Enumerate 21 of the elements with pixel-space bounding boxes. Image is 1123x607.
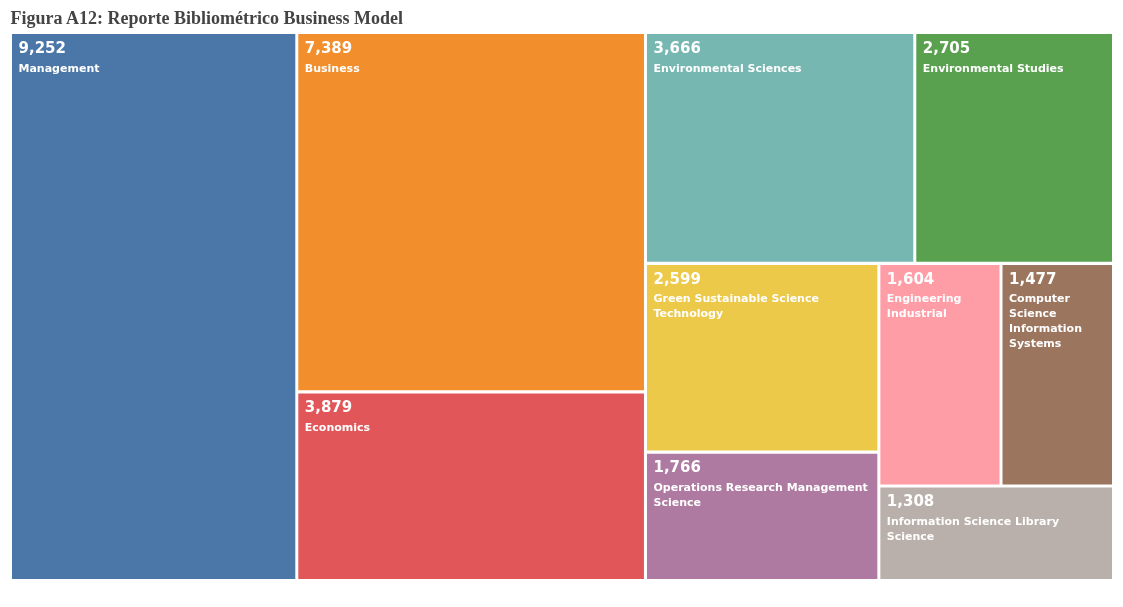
category-label: Business xyxy=(304,61,361,75)
data-label: 3,666 xyxy=(653,38,701,57)
data-label: 2,599 xyxy=(653,269,701,288)
category-label: Operations Research Management Science xyxy=(653,481,868,510)
category-label: Computer Science Information Systems xyxy=(1009,292,1083,351)
category-label: Management xyxy=(18,61,100,75)
data-label: 1,477 xyxy=(1009,269,1057,288)
category-label: Information Science Library Science xyxy=(886,515,1060,543)
data-label: 1,308 xyxy=(886,492,935,511)
data-label: 7,389 xyxy=(304,38,353,57)
data-label: 1,766 xyxy=(653,458,701,477)
category-label: Engineering Industrial xyxy=(886,292,962,321)
category-label: Environmental Studies xyxy=(922,61,1065,75)
data-label: 1,604 xyxy=(886,269,935,288)
text: Figura A12: Reporte Bibliométrico Business Model xyxy=(10,7,403,28)
category-label: Green Sustainable Science Technology xyxy=(653,292,819,321)
data-label: 2,705 xyxy=(922,38,971,57)
data-label: 3,879 xyxy=(304,398,353,417)
category-label: Economics xyxy=(304,420,371,434)
data-label: 9,252 xyxy=(18,38,66,57)
category-label: Environmental Sciences xyxy=(653,61,803,75)
